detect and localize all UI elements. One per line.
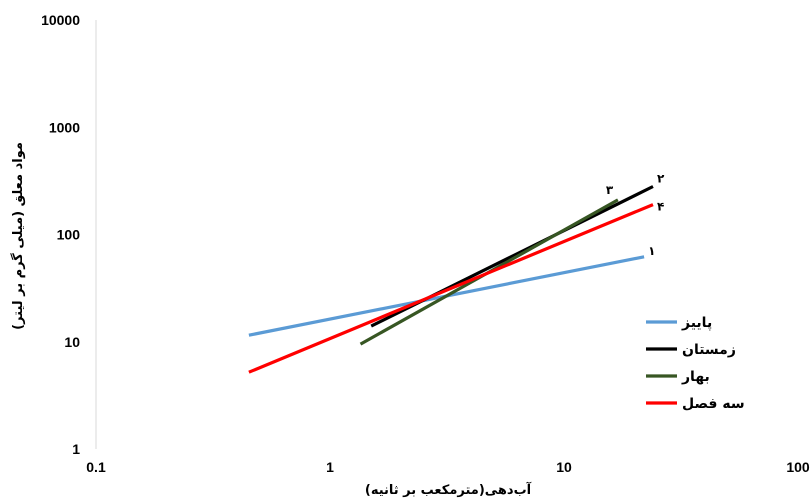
x-tick-label: 0.1 (86, 459, 106, 475)
legend-label: زمستان (682, 342, 736, 358)
series-end-label-1: ۱ (648, 244, 655, 258)
y-tick-label: 1 (72, 441, 80, 457)
series-end-label-4: ۴ (657, 200, 664, 214)
x-tick-label: 100 (786, 459, 810, 475)
series-end-label-3: ۳ (606, 183, 614, 197)
series-end-labels: ۱ ۲ ۳ ۴ (606, 172, 665, 258)
legend-label: پاییز (681, 315, 712, 331)
series-end-label-2: ۲ (657, 172, 665, 186)
legend-label: سه فصل (682, 396, 745, 412)
y-tick-label: 1000 (49, 119, 80, 135)
x-tick-label: 10 (556, 459, 572, 475)
legend-label: بهار (681, 369, 710, 385)
series-lines (248, 185, 654, 374)
y-axis-title: مواد معلق (میلی گرم بر لیتر) (10, 142, 26, 330)
y-tick-label: 10 (64, 334, 80, 350)
x-axis-title: آب‌دهی(مترمکعب بر ثانیه) (365, 481, 532, 498)
legend: پاییز زمستان بهار سه فصل (646, 315, 745, 412)
x-tick-labels: 0.1 1 10 100 (86, 459, 810, 475)
y-tick-label: 10000 (41, 12, 80, 28)
y-tick-labels: 1 10 100 1000 10000 (41, 12, 80, 457)
series-line-4 (248, 203, 654, 374)
y-tick-label: 100 (57, 227, 81, 243)
x-tick-label: 1 (326, 459, 334, 475)
